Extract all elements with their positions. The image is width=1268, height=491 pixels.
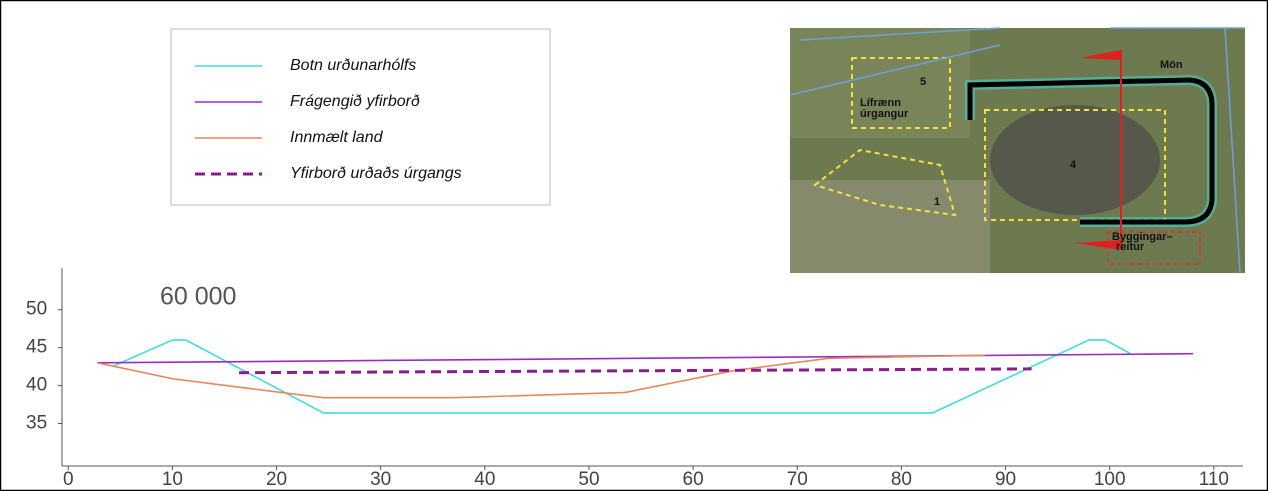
series-line: [239, 367, 1032, 375]
map-zone: [851, 57, 951, 129]
x-tick-label: 20: [266, 469, 287, 490]
y-tick-label: 40: [26, 375, 47, 396]
series-line: [97, 354, 985, 399]
map-label: 5: [920, 76, 926, 88]
x-tick-label: 50: [578, 469, 599, 490]
inset-map: Mön 5 Lífrænn úrgangur 4 1 Byggingar– re…: [789, 27, 1245, 274]
x-tick-label: 110: [1199, 469, 1229, 490]
x-tick-label: 0: [63, 469, 74, 490]
map-label: Mön: [1160, 59, 1183, 71]
y-tick-label: 45: [26, 337, 47, 358]
x-tick-label: 70: [787, 469, 808, 490]
x-tick-label: 10: [162, 469, 183, 490]
y-tick-label: 50: [26, 299, 47, 320]
legend-box: [170, 28, 551, 206]
map-label: Byggingar–: [1112, 231, 1173, 243]
map-label: Lífrænn: [860, 97, 901, 109]
map-label: 1: [934, 196, 940, 208]
map-lines: [789, 27, 1245, 274]
y-tick-label: 35: [26, 413, 47, 434]
legend-label: Yfirborð urðaðs úrgangs: [290, 165, 462, 182]
map-pond: [990, 105, 1160, 215]
x-tick-label: 80: [891, 469, 912, 490]
map-label: úrgangur: [860, 108, 909, 120]
annotation: 60 000: [160, 283, 236, 311]
x-tick-label: 90: [995, 469, 1016, 490]
series-line: [111, 339, 1131, 414]
map-mound: [967, 77, 1215, 225]
legend-label: Botn urðunarhólfs: [290, 57, 416, 74]
series-line: [97, 352, 1194, 364]
legend-label: Frágengið yfirborð: [290, 93, 420, 110]
map-zone: [984, 109, 1166, 221]
x-tick-label: 30: [370, 469, 391, 490]
legend-label: Innmælt land: [290, 129, 384, 146]
map-label: reitur: [1116, 241, 1145, 253]
map-area: [790, 28, 970, 138]
map-label: 4: [1070, 159, 1077, 171]
map-area: [790, 180, 990, 273]
x-tick-label: 40: [474, 469, 495, 490]
x-tick-label: 100: [1094, 469, 1126, 490]
map-zone: [812, 148, 957, 217]
x-tick-label: 60: [683, 469, 704, 490]
